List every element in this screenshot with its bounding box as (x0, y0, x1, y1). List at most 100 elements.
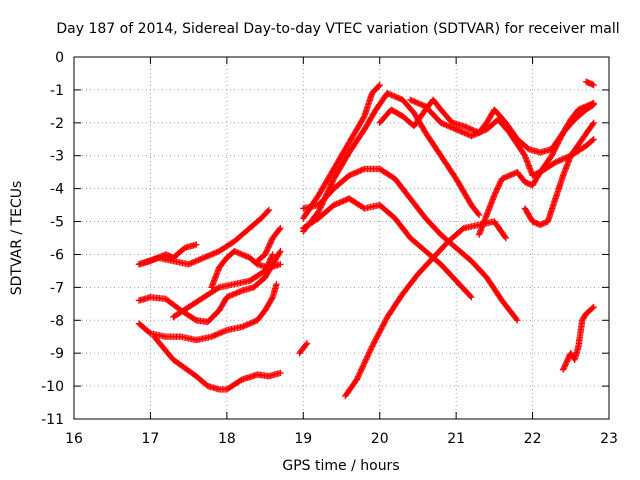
series-arc-k (300, 195, 475, 301)
data-point-marker (523, 158, 531, 165)
data-point-marker (514, 317, 521, 324)
data-point-marker (559, 172, 567, 179)
data-point-marker (265, 206, 273, 214)
data-point-marker (356, 369, 364, 376)
data-point-marker (589, 137, 596, 144)
data-point-marker (379, 323, 386, 331)
data-point-marker (368, 344, 375, 352)
y-tick-label: -11 (41, 412, 64, 428)
x-axis-label: GPS time / hours (282, 458, 399, 474)
data-point-marker (374, 332, 382, 339)
data-point-marker (565, 156, 573, 164)
series-arc-r (521, 119, 597, 228)
y-tick-label: -8 (50, 313, 64, 329)
x-tick-label: 23 (600, 431, 618, 447)
series-arc-t (582, 78, 597, 89)
data-point-marker (318, 201, 326, 208)
data-point-marker (322, 194, 329, 201)
series-arc-f (170, 251, 276, 321)
data-point-marker (443, 122, 450, 129)
data-point-marker (264, 245, 271, 253)
y-axis-label: SDTVAR / TECUs (9, 181, 25, 296)
data-point-marker (590, 81, 597, 89)
series-arc-s (559, 303, 597, 373)
data-point-marker (589, 304, 596, 312)
data-point-marker (358, 364, 366, 372)
data-point-marker (273, 280, 280, 288)
data-series (135, 78, 597, 400)
data-point-marker (325, 187, 332, 194)
data-point-marker (330, 177, 337, 184)
data-point-marker (468, 294, 475, 301)
data-point-marker (371, 337, 379, 345)
data-point-marker (526, 165, 533, 172)
data-point-marker (381, 319, 388, 326)
data-point-marker (376, 327, 384, 335)
data-point-marker (264, 207, 272, 215)
data-point-marker (365, 350, 372, 357)
data-point-marker (562, 166, 569, 173)
data-point-marker (368, 343, 376, 350)
data-point-marker (269, 251, 276, 258)
axis-ticks: 16 17 18 19 20 21 22 23 0 -1 -2 -3 -4 -5 -6 -7 -8 -9 -10 -1… (41, 50, 618, 447)
x-tick-label: 17 (142, 431, 160, 447)
data-point-marker (316, 205, 324, 212)
data-point-marker (303, 341, 310, 348)
series-arc-j (300, 165, 521, 324)
data-point-marker (316, 207, 323, 214)
data-point-marker (474, 210, 482, 217)
data-point-marker (360, 362, 367, 369)
data-point-marker (303, 340, 311, 347)
y-tick-label: -10 (41, 379, 64, 395)
data-point-marker (565, 355, 572, 362)
data-point-marker (501, 233, 509, 240)
series-arc-b (135, 206, 273, 268)
data-point-marker (375, 330, 382, 338)
data-point-marker (374, 333, 381, 340)
data-point-marker (376, 81, 383, 89)
data-point-marker (360, 360, 368, 367)
x-tick-label: 22 (524, 431, 542, 447)
data-point-marker (557, 133, 565, 140)
data-point-marker (371, 339, 378, 346)
data-point-marker (277, 261, 284, 268)
data-point-marker (328, 181, 335, 188)
data-point-marker (590, 303, 597, 311)
data-point-marker (360, 114, 367, 121)
grid-lines (74, 57, 609, 419)
data-point-marker (370, 340, 377, 347)
data-point-marker (214, 285, 222, 292)
series-arc-h (254, 224, 284, 265)
data-point-marker (353, 376, 360, 383)
data-point-marker (329, 178, 336, 185)
data-point-marker (563, 359, 570, 366)
data-point-marker (372, 336, 379, 343)
data-point-marker (382, 318, 389, 325)
data-point-marker (382, 316, 390, 323)
data-point-marker (369, 342, 376, 349)
data-point-marker (378, 325, 385, 332)
y-tick-label: -2 (50, 116, 64, 132)
data-point-marker (362, 356, 370, 363)
data-point-marker (375, 82, 382, 90)
data-point-marker (276, 226, 283, 233)
x-tick-label: 21 (447, 431, 465, 447)
series-arc-m (300, 81, 383, 222)
series-arc-i (296, 340, 311, 357)
data-point-marker (475, 211, 483, 219)
chart-title: Day 187 of 2014, Sidereal Day-to-day VTE… (56, 21, 619, 37)
data-point-marker (494, 185, 501, 192)
y-tick-label: -1 (50, 83, 64, 99)
data-point-marker (551, 145, 559, 153)
y-tick-label: 0 (55, 50, 64, 66)
data-point-marker (324, 189, 331, 197)
data-point-marker (467, 292, 474, 300)
data-point-marker (277, 248, 284, 255)
data-point-marker (376, 329, 383, 336)
data-point-marker (590, 119, 597, 126)
data-point-marker (419, 102, 426, 109)
data-point-marker (380, 320, 387, 328)
data-point-marker (379, 322, 387, 329)
y-tick-label: -7 (50, 280, 64, 296)
